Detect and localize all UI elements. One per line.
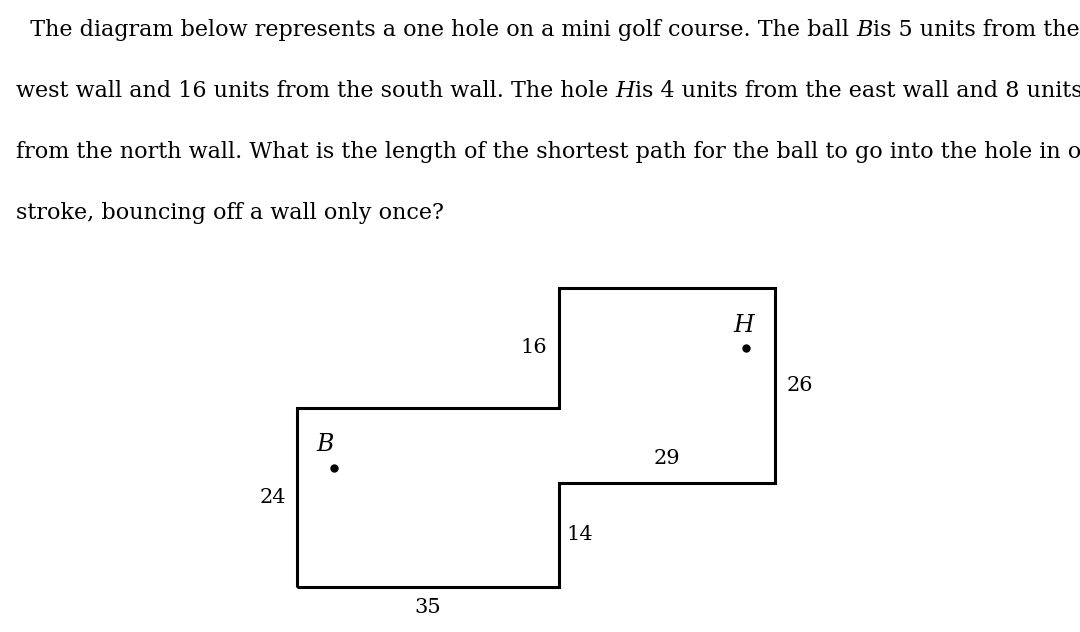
Text: H: H xyxy=(616,80,635,102)
Text: 24: 24 xyxy=(259,488,286,507)
Text: 35: 35 xyxy=(415,599,442,617)
Text: The diagram below represents a one hole on a mini golf course. The ball: The diagram below represents a one hole … xyxy=(16,20,856,42)
Text: is 5 units from the: is 5 units from the xyxy=(873,20,1079,42)
Text: from the north wall. What is the length of the shortest path for the ball to go : from the north wall. What is the length … xyxy=(16,141,1080,163)
Text: 14: 14 xyxy=(566,525,593,544)
Text: 26: 26 xyxy=(786,376,813,395)
Text: 16: 16 xyxy=(521,339,548,358)
Text: stroke, bouncing off a wall only once?: stroke, bouncing off a wall only once? xyxy=(16,202,444,224)
Text: H: H xyxy=(733,313,754,337)
Text: is 4 units from the east wall and 8 units: is 4 units from the east wall and 8 unit… xyxy=(635,80,1080,102)
Text: 29: 29 xyxy=(653,449,680,468)
Text: B: B xyxy=(316,434,334,456)
Text: B: B xyxy=(856,20,873,42)
Text: west wall and 16 units from the south wall. The hole: west wall and 16 units from the south wa… xyxy=(16,80,616,102)
